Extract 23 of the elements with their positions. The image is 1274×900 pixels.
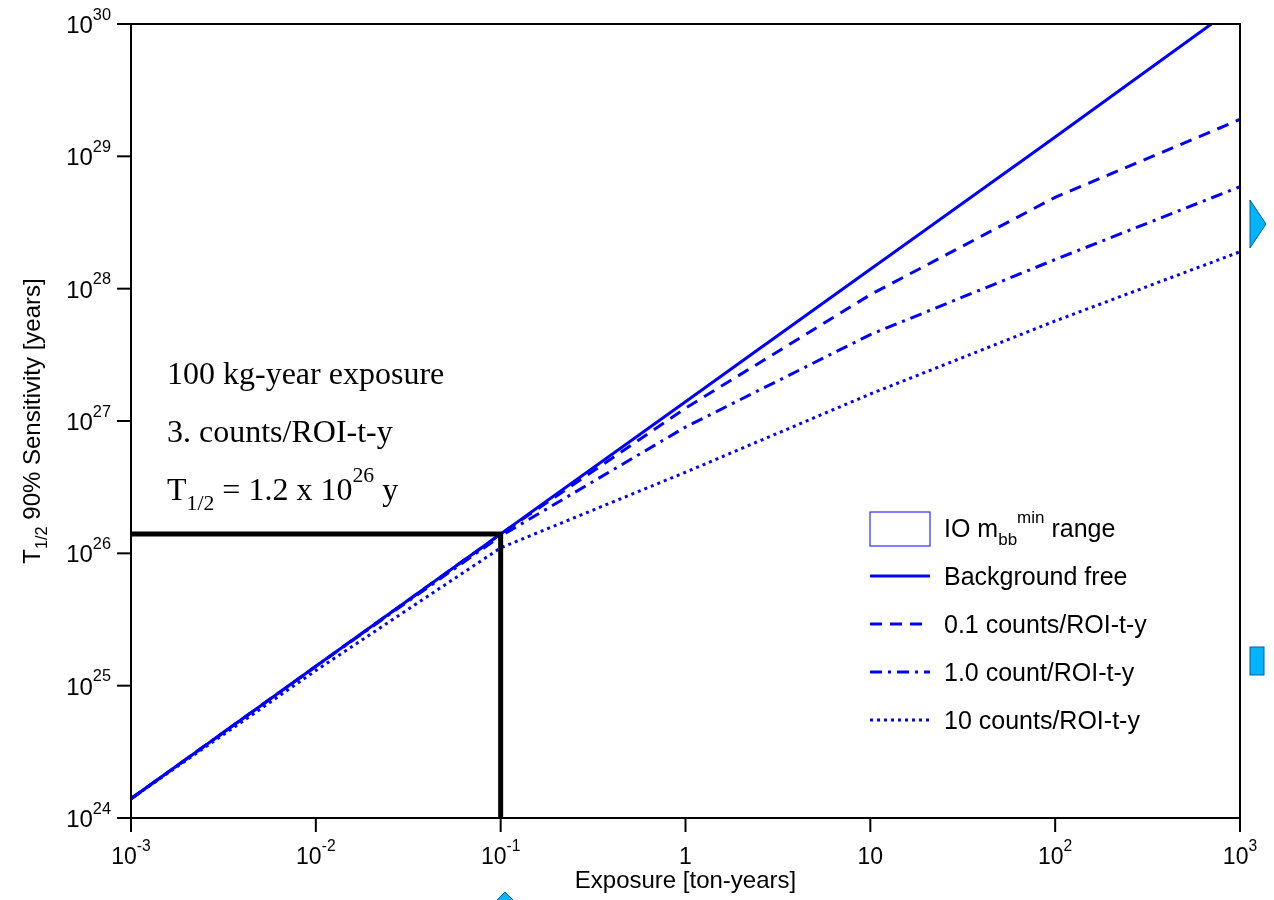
annotation: 100 kg-year exposure [167, 355, 445, 391]
x-tick-label: 10 [857, 843, 884, 869]
x-tick-label: 10$^{-2}$ [296, 837, 336, 869]
x-tick-label: 10$^{-3}$ [111, 837, 151, 869]
x-tick-label: 10$^{-1}$ [480, 837, 521, 869]
y-tick-label: 10$^{25}$ [66, 666, 111, 700]
x-tick-label: 10$^{2}$ [1038, 837, 1073, 869]
y-tick-label: 10$^{29}$ [66, 137, 111, 171]
legend-label: IO m$_{bb}$$^{min}$ range [944, 508, 1116, 549]
legend-label: 10 counts/ROI-t-y [944, 706, 1141, 734]
annotation: T$_{1/2}$ = 1.2 x 10$^{26}$ y [167, 463, 399, 515]
x-tick-label: 10$^{3}$ [1222, 837, 1258, 869]
x-tick-label: 1 [679, 843, 692, 869]
legend-label: 0.1 counts/ROI-t-y [944, 610, 1148, 638]
y-tick-label: 10$^{28}$ [66, 269, 111, 303]
x-axis-title: Exposure [ton-years] [574, 866, 797, 893]
annotation: 3. counts/ROI-t-y [167, 413, 393, 449]
legend-label: 1.0 count/ROI-t-y [944, 658, 1135, 686]
y-tick-label: 10$^{30}$ [66, 4, 111, 38]
y-tick-label: 10$^{24}$ [66, 798, 111, 832]
y-tick-label: 10$^{27}$ [66, 401, 111, 435]
y-tick-label: 10$^{26}$ [66, 534, 111, 568]
legend-label: Background free [944, 562, 1128, 590]
